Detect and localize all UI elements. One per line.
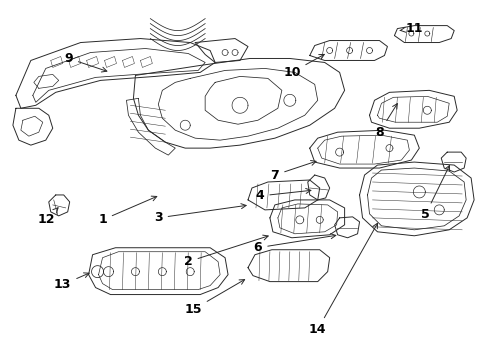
Text: 13: 13 [54, 273, 89, 291]
Text: 5: 5 [421, 166, 449, 221]
Text: 15: 15 [184, 280, 245, 316]
Text: 10: 10 [283, 54, 324, 79]
Text: 14: 14 [309, 223, 378, 336]
Text: 7: 7 [270, 161, 316, 181]
Text: 8: 8 [375, 104, 397, 139]
Text: 9: 9 [64, 52, 107, 72]
Text: 12: 12 [38, 208, 58, 226]
Text: 4: 4 [256, 188, 311, 202]
Text: 6: 6 [254, 234, 336, 254]
Text: 2: 2 [184, 235, 268, 268]
Text: 1: 1 [98, 196, 157, 226]
Text: 11: 11 [400, 22, 423, 35]
Text: 3: 3 [154, 204, 246, 224]
